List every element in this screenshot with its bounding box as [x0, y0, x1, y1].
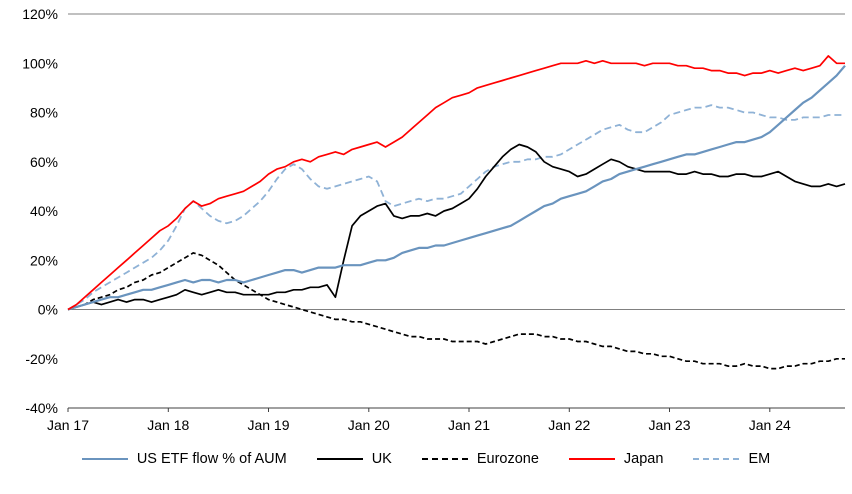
legend-label-japan: Japan — [623, 451, 664, 467]
legend-line-sample-japan — [568, 458, 615, 460]
y-tick-label--20: -20% — [25, 351, 58, 367]
x-tick-label-jan-21: Jan 21 — [448, 417, 490, 433]
series-line-em — [67, 104, 845, 311]
series-line-us — [67, 64, 846, 311]
y-tick-label-100: 100% — [22, 55, 58, 71]
legend-item-us: US ETF flow % of AUM — [81, 451, 287, 467]
legend-item-uk: UK — [316, 451, 392, 467]
legend-line-sample-us — [81, 458, 128, 460]
y-tick-label--40: -40% — [25, 400, 58, 416]
series-line-japan — [67, 55, 845, 311]
legend-item-eurozone: Eurozone — [421, 451, 539, 467]
legend-label-em: EM — [748, 451, 771, 467]
legend-label-us: US ETF flow % of AUM — [136, 451, 287, 467]
legend: US ETF flow % of AUM UK Eurozone Japan E… — [0, 446, 852, 472]
legend-item-em: EM — [693, 451, 770, 467]
x-tick-label-jan-18: Jan 18 — [147, 417, 189, 433]
flow-chart-canvas: 120% 100% 80% 60% 40% 20% 0% -20% -40%Jan 17 Jan … — [22, 6, 846, 433]
y-tick-label-0: 0% — [38, 302, 58, 318]
legend-line-sample-uk — [316, 458, 363, 460]
legend-line-sample-eurozone — [421, 458, 468, 460]
y-tick-label-40: 40% — [30, 203, 58, 219]
series-line-eurozone — [67, 252, 845, 370]
x-tick-label-jan-22: Jan 22 — [548, 417, 590, 433]
y-tick-label-60: 60% — [30, 154, 58, 170]
legend-item-japan: Japan — [568, 451, 664, 467]
legend-line-sample-em — [693, 458, 740, 460]
y-tick-label-20: 20% — [30, 252, 58, 268]
legend-label-eurozone: Eurozone — [476, 451, 539, 467]
x-tick-label-jan-20: Jan 20 — [348, 417, 390, 433]
y-tick-label-120: 120% — [22, 6, 58, 22]
x-tick-label-jan-24: Jan 24 — [749, 417, 791, 433]
legend-label-uk: UK — [371, 451, 392, 467]
x-tick-label-jan-23: Jan 23 — [648, 417, 690, 433]
x-tick-label-jan-17: Jan 17 — [47, 417, 89, 433]
series-line-uk — [67, 143, 846, 311]
x-tick-label-jan-19: Jan 19 — [247, 417, 289, 433]
y-tick-label-80: 80% — [30, 105, 58, 121]
